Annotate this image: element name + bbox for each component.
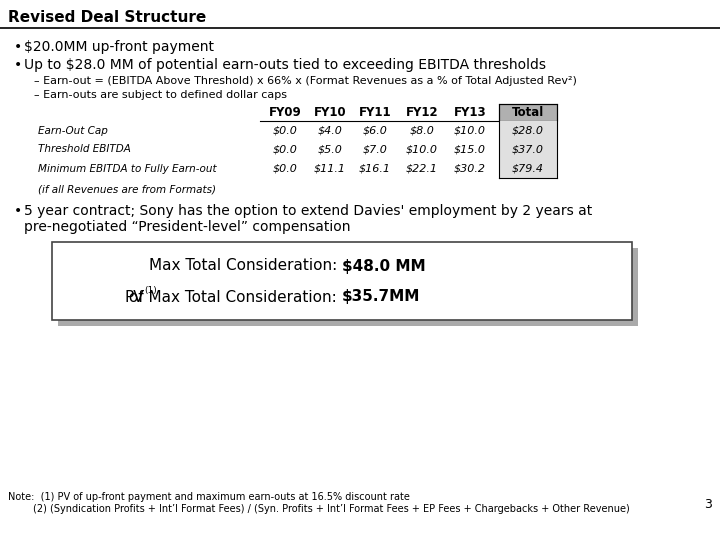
Text: $28.0: $28.0: [512, 125, 544, 136]
Text: •: •: [14, 40, 22, 54]
Text: $37.0: $37.0: [512, 145, 544, 154]
Text: $11.1: $11.1: [314, 164, 346, 173]
Text: – Earn-out = (EBITDA Above Threshold) x 66% x (Format Revenues as a % of Total A: – Earn-out = (EBITDA Above Threshold) x …: [34, 76, 577, 86]
Text: Revised Deal Structure: Revised Deal Structure: [8, 10, 206, 25]
Text: FY12: FY12: [405, 106, 438, 119]
Text: Note:  (1) PV of up-front payment and maximum earn-outs at 16.5% discount rate: Note: (1) PV of up-front payment and max…: [8, 492, 410, 502]
Text: $4.0: $4.0: [318, 125, 343, 136]
Text: FY09: FY09: [269, 106, 302, 119]
Text: $8.0: $8.0: [410, 125, 434, 136]
Text: (1): (1): [144, 287, 157, 295]
Text: $79.4: $79.4: [512, 164, 544, 173]
Text: $35.7MM: $35.7MM: [342, 289, 420, 305]
Bar: [499, 121, 557, 140]
Bar: [58, 248, 638, 326]
Text: Threshold EBITDA: Threshold EBITDA: [38, 145, 131, 154]
Text: •: •: [14, 204, 22, 218]
Text: FY11: FY11: [359, 106, 391, 119]
Text: – Earn-outs are subject to defined dollar caps: – Earn-outs are subject to defined dolla…: [34, 90, 287, 100]
Text: Earn-Out Cap: Earn-Out Cap: [38, 125, 108, 136]
Text: $0.0: $0.0: [273, 125, 297, 136]
Text: $22.1: $22.1: [406, 164, 438, 173]
Text: Max Total Consideration:: Max Total Consideration:: [149, 259, 342, 273]
Text: $6.0: $6.0: [363, 125, 387, 136]
Text: $15.0: $15.0: [454, 145, 486, 154]
Text: Up to $28.0 MM of potential earn-outs tied to exceeding EBITDA thresholds: Up to $28.0 MM of potential earn-outs ti…: [24, 58, 546, 72]
Text: FY10: FY10: [314, 106, 346, 119]
Text: $7.0: $7.0: [363, 145, 387, 154]
Text: PV: PV: [125, 289, 144, 305]
Bar: [52, 242, 632, 320]
Text: $5.0: $5.0: [318, 145, 343, 154]
Text: $10.0: $10.0: [454, 125, 486, 136]
Text: •: •: [14, 58, 22, 72]
Text: 5 year contract; Sony has the option to extend Davies' employment by 2 years at: 5 year contract; Sony has the option to …: [24, 204, 593, 218]
Text: $10.0: $10.0: [406, 145, 438, 154]
Bar: [499, 140, 557, 159]
Text: (if all Revenues are from Formats): (if all Revenues are from Formats): [38, 185, 216, 195]
Bar: [499, 104, 557, 121]
Text: FY13: FY13: [454, 106, 486, 119]
Text: $0.0: $0.0: [273, 145, 297, 154]
Text: pre-negotiated “President-level” compensation: pre-negotiated “President-level” compens…: [24, 220, 351, 234]
Text: $16.1: $16.1: [359, 164, 391, 173]
Text: $30.2: $30.2: [454, 164, 486, 173]
Text: 3: 3: [704, 498, 712, 511]
Text: $20.0MM up-front payment: $20.0MM up-front payment: [24, 40, 214, 54]
Bar: [499, 159, 557, 178]
Text: Total: Total: [512, 106, 544, 119]
Text: of Max Total Consideration:: of Max Total Consideration:: [125, 289, 342, 305]
Text: $48.0 MM: $48.0 MM: [342, 259, 426, 273]
Text: $0.0: $0.0: [273, 164, 297, 173]
Text: Minimum EBITDA to Fully Earn-out: Minimum EBITDA to Fully Earn-out: [38, 164, 217, 173]
Text: (2) (Syndication Profits + Int’l Format Fees) / (Syn. Profits + Int’l Format Fee: (2) (Syndication Profits + Int’l Format …: [8, 504, 630, 514]
